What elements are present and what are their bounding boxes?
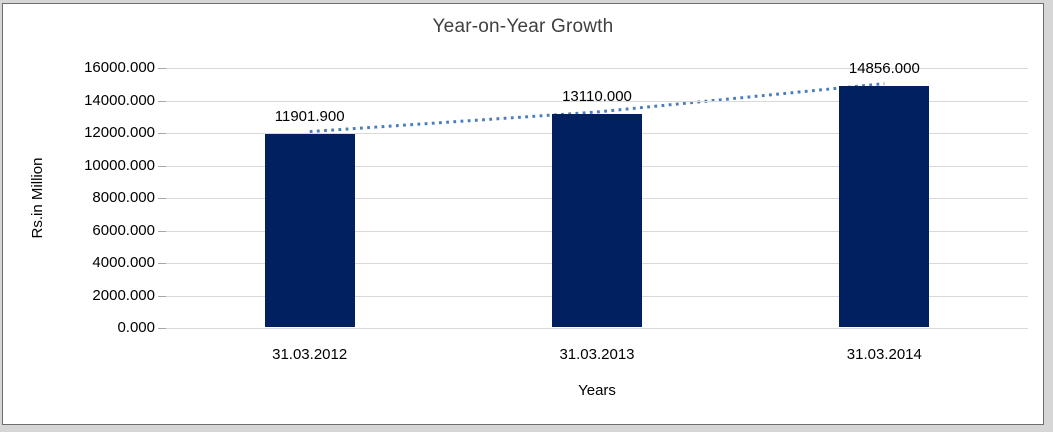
bar xyxy=(839,85,930,327)
plot-area: 11901.900 13110.000 14856.000 xyxy=(166,60,1028,329)
data-label: 13110.000 xyxy=(562,87,632,105)
y-tick-label: 12000.000 xyxy=(84,124,155,141)
bar xyxy=(264,133,355,327)
y-tick-label: 6000.000 xyxy=(92,221,155,239)
chart-panel: Year-on-Year Growth Rs.in Million 11901.… xyxy=(2,3,1044,425)
data-label: 14856.000 xyxy=(848,59,920,77)
y-tick-label: 14000.000 xyxy=(84,91,155,109)
y-tick xyxy=(158,295,166,297)
y-tick xyxy=(158,328,166,329)
y-tick xyxy=(158,263,166,264)
y-tick-label: 10000.000 xyxy=(84,156,155,174)
y-tick xyxy=(158,165,166,167)
bar xyxy=(552,113,642,327)
gridline xyxy=(166,328,1028,329)
trendline xyxy=(309,82,885,134)
y-tick xyxy=(158,68,166,69)
y-tick-label: 4000.000 xyxy=(92,254,155,271)
x-tick-label: 31.03.2013 xyxy=(559,346,635,363)
y-tick xyxy=(158,100,166,102)
y-tick xyxy=(158,230,166,232)
x-tick-label: 31.03.2012 xyxy=(272,346,348,363)
y-tick-label: 0.000 xyxy=(117,319,155,336)
trendline-layer xyxy=(309,82,885,134)
x-axis-title: Years xyxy=(578,382,616,399)
gridline xyxy=(166,100,1028,102)
data-label: 11901.900 xyxy=(274,107,345,125)
y-tick xyxy=(158,198,166,199)
y-tick-label: 2000.000 xyxy=(92,286,155,304)
y-tick-label: 8000.000 xyxy=(92,189,155,206)
chart-title: Year-on-Year Growth xyxy=(432,16,614,37)
y-tick xyxy=(158,133,166,134)
gridline xyxy=(166,68,1028,69)
y-tick-label: 16000.000 xyxy=(84,59,155,76)
x-tick-label: 31.03.2014 xyxy=(846,346,922,363)
